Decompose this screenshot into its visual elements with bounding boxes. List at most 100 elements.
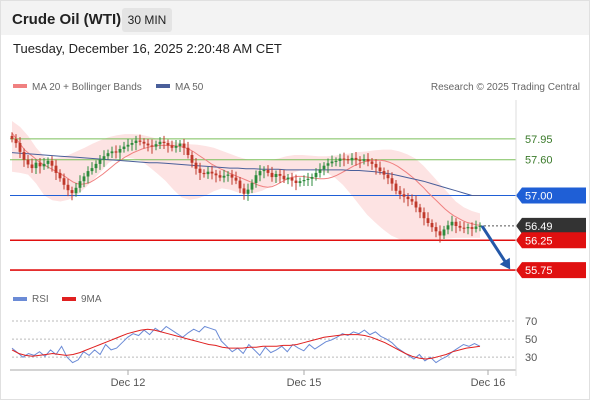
- candle-body: [410, 199, 414, 202]
- candle-body: [130, 143, 134, 145]
- candle: [230, 169, 234, 185]
- candle: [94, 160, 98, 173]
- x-tick-label: Dec 15: [287, 377, 322, 389]
- candle-body: [378, 167, 382, 172]
- candle: [394, 180, 398, 195]
- x-tick-label: Dec 16: [471, 377, 506, 389]
- candle: [22, 148, 26, 167]
- candle-body: [306, 178, 310, 180]
- candle-body: [358, 159, 362, 161]
- candle-body: [106, 153, 110, 157]
- rsi-ma-legend-label: 9MA: [81, 294, 102, 305]
- level-tag-56.25: [516, 232, 586, 249]
- candle-body: [74, 187, 78, 194]
- level-label-56.49: 56.49: [525, 221, 553, 233]
- candle-body: [246, 189, 250, 194]
- candle-body: [222, 175, 226, 178]
- forecast-arrow-shaft: [480, 225, 510, 267]
- candle-body: [210, 171, 214, 174]
- candle-body: [38, 162, 42, 167]
- rsi-plot: 70 50 30: [11, 316, 537, 364]
- candle-body: [214, 173, 218, 176]
- candle: [406, 193, 410, 207]
- candle-body: [330, 161, 334, 164]
- candle-body: [134, 140, 138, 143]
- candle-body: [150, 145, 154, 147]
- candle-body: [322, 165, 326, 170]
- candle-body: [274, 174, 278, 177]
- timeframe-button[interactable]: 30 MIN: [122, 8, 172, 32]
- candle: [182, 138, 186, 155]
- candle: [422, 207, 426, 226]
- level-label-57.00: 57.00: [525, 191, 553, 203]
- rsi-legend: RSI 9MA: [13, 294, 102, 305]
- candle-body: [82, 176, 86, 182]
- candle: [434, 222, 438, 238]
- candle: [442, 225, 446, 240]
- candle-body: [138, 140, 142, 142]
- candle-body: [430, 223, 434, 228]
- candle: [350, 153, 354, 166]
- candle-body: [242, 188, 246, 194]
- candle: [30, 158, 34, 173]
- forecast-arrow-head: [499, 257, 511, 270]
- candle: [150, 139, 154, 154]
- candle-body: [118, 149, 122, 153]
- candle-body: [46, 160, 50, 164]
- candle: [334, 157, 338, 167]
- candle-body: [350, 157, 354, 161]
- candle: [466, 223, 470, 235]
- rsi-tick-70: 70: [525, 316, 537, 328]
- candle: [378, 161, 382, 175]
- candle-body: [250, 183, 254, 190]
- candle-body: [286, 177, 290, 180]
- candle: [298, 177, 302, 187]
- level-label-57.60: 57.60: [525, 155, 553, 167]
- candle-body: [382, 171, 386, 175]
- candle-body: [318, 169, 322, 173]
- candle: [46, 157, 50, 169]
- copyright-text: Research © 2025 Trading Central: [431, 82, 580, 93]
- candle: [326, 158, 330, 173]
- candle: [78, 175, 82, 193]
- candle: [314, 168, 318, 181]
- candle-body: [454, 221, 458, 226]
- candle: [426, 212, 430, 227]
- candle-body: [202, 172, 206, 175]
- candle: [438, 225, 442, 243]
- candle-body: [14, 138, 18, 144]
- candle: [58, 169, 62, 182]
- candle: [450, 215, 454, 232]
- candle: [250, 179, 254, 194]
- candle-body: [50, 160, 54, 166]
- candle: [50, 156, 54, 172]
- candle: [402, 188, 406, 203]
- candle: [170, 140, 174, 152]
- candle: [190, 151, 194, 168]
- candle-body: [346, 159, 350, 161]
- instrument-title: Crude Oil (WTI): [12, 11, 122, 28]
- level-tag-56.49: [516, 217, 586, 234]
- candle: [410, 194, 414, 206]
- candle: [234, 171, 238, 185]
- candle-body: [462, 227, 466, 229]
- candle-body: [90, 168, 94, 172]
- candle-body: [338, 158, 342, 161]
- candle-body: [94, 163, 98, 169]
- candle-body: [414, 201, 418, 208]
- candle-body: [110, 151, 114, 154]
- candle-body: [198, 168, 202, 173]
- level-label-55.75: 55.75: [525, 265, 553, 277]
- rsi-line: [11, 325, 481, 364]
- candle: [374, 159, 378, 175]
- candle-body: [22, 152, 26, 160]
- candle: [462, 221, 466, 234]
- candle-body: [362, 159, 366, 161]
- candle: [294, 174, 298, 191]
- candle: [114, 145, 118, 159]
- candle-body: [390, 178, 394, 184]
- candle: [342, 152, 346, 167]
- candle-body: [466, 227, 470, 229]
- ma50-legend-swatch: [156, 84, 170, 88]
- candle: [198, 162, 202, 181]
